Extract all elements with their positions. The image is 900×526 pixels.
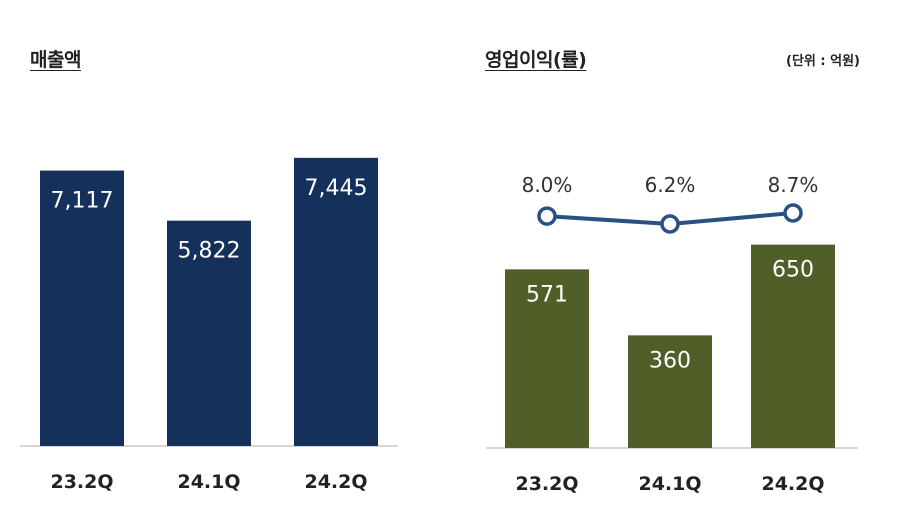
op-profit-chart-title: 영업이익(률) — [485, 49, 587, 71]
op-profit-margin-point-24.1Q — [660, 214, 680, 234]
revenue-x-tick-24.2Q: 24.2Q — [304, 471, 367, 493]
op-profit-bar-24.2Q — [751, 244, 835, 448]
op-profit-bar-23.2Q — [505, 269, 589, 448]
revenue-bar-24.1Q — [167, 220, 251, 446]
revenue-chart-title: 매출액 — [30, 49, 81, 71]
op-profit-margin-label-23.2Q: 8.0% — [522, 173, 573, 197]
revenue-bar-23.2Q — [40, 170, 124, 446]
op-profit-margin-point-23.2Q — [537, 206, 557, 226]
revenue-bar-label-23.2Q: 7,117 — [51, 189, 114, 214]
op-profit-x-tick-23.2Q: 23.2Q — [515, 473, 578, 495]
revenue-x-tick-23.2Q: 23.2Q — [50, 471, 113, 493]
unit-label: (단위 : 억원) — [786, 54, 860, 69]
op-profit-bar-label-24.2Q: 650 — [772, 258, 814, 283]
revenue-bar-label-24.2Q: 7,445 — [305, 176, 368, 201]
op-profit-bar-label-23.2Q: 571 — [526, 282, 568, 307]
revenue-bar-label-24.1Q: 5,822 — [178, 239, 241, 264]
revenue-bar-24.2Q — [294, 157, 378, 446]
op-profit-bar-24.1Q — [628, 335, 712, 448]
op-profit-x-tick-24.2Q: 24.2Q — [761, 473, 824, 495]
op-profit-margin-point-24.2Q — [783, 203, 803, 223]
op-profit-bar-label-24.1Q: 360 — [649, 348, 691, 373]
op-profit-x-tick-24.1Q: 24.1Q — [638, 473, 701, 495]
revenue-x-tick-24.1Q: 24.1Q — [177, 471, 240, 493]
op-profit-margin-label-24.2Q: 8.7% — [768, 173, 819, 197]
op-profit-margin-label-24.1Q: 6.2% — [645, 173, 696, 197]
